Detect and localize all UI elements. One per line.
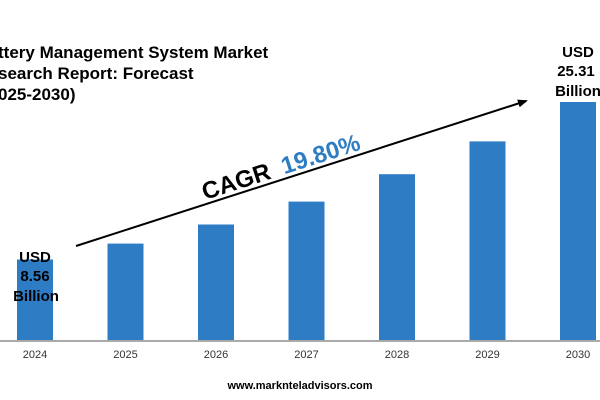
chart-title: ttery Management System Market search Re… xyxy=(0,42,298,105)
chart-title-line-1: ttery Management System Market xyxy=(0,43,269,62)
bar-2026 xyxy=(198,224,234,340)
start-value-label: USD 8.56 Billion xyxy=(13,249,59,305)
website-url: www.marknteladvisors.com xyxy=(227,380,373,392)
x-tick-label-2028: 2028 xyxy=(385,349,409,361)
x-tick-label-2029: 2029 xyxy=(475,349,499,361)
bar-2028 xyxy=(379,174,415,340)
start-value-number: 8.56 xyxy=(20,268,49,285)
chart-title-line-2: search Report: Forecast xyxy=(0,64,194,83)
end-value-number: 25.31 xyxy=(557,63,595,80)
cagr-value: 19.80% xyxy=(278,129,364,180)
bar-2024 xyxy=(17,259,53,340)
start-value-currency: USD xyxy=(19,249,51,266)
bar-2029 xyxy=(469,141,506,340)
end-value-label: USD 25.31 Billion xyxy=(555,44,600,100)
bar-2030 xyxy=(560,102,596,340)
x-tick-label-2024: 2024 xyxy=(23,349,47,361)
x-tick-layer: 2024 2025 2026 2027 2028 2029 2030 xyxy=(23,349,590,361)
cagr-annotation: CAGR 19.80% xyxy=(199,129,364,205)
cagr-label: CAGR xyxy=(199,158,275,205)
cagr-arrow xyxy=(75,99,528,247)
bars-layer xyxy=(17,102,596,340)
start-value-unit: Billion xyxy=(13,288,59,305)
x-tick-label-2027: 2027 xyxy=(294,349,318,361)
end-value-unit: Billion xyxy=(555,83,600,100)
end-value-currency: USD xyxy=(562,44,594,61)
x-tick-label-2030: 2030 xyxy=(566,349,590,361)
bar-2027 xyxy=(288,201,325,340)
bar-2025 xyxy=(107,243,144,340)
chart-title-line-3: 025-2030) xyxy=(0,85,76,104)
x-tick-label-2025: 2025 xyxy=(113,349,137,361)
x-tick-label-2026: 2026 xyxy=(204,349,228,361)
